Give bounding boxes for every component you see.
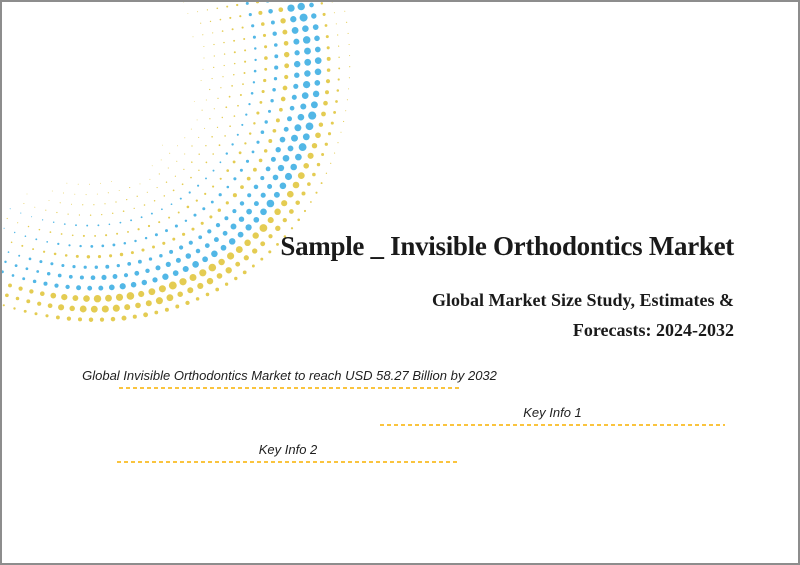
key-info-item-1: Global Invisible Orthodontics Market to … (82, 368, 497, 389)
key-info-item-3: Key Info 2 (117, 442, 459, 463)
subtitle-line-2: Forecasts: 2024-2032 (572, 320, 734, 340)
key-info-underline-2 (380, 424, 725, 426)
page-subtitle: Global Market Size Study, Estimates & Fo… (432, 285, 734, 345)
key-info-item-2: Key Info 1 (380, 405, 725, 426)
key-info-text-1: Global Invisible Orthodontics Market to … (82, 368, 497, 383)
page-title: Sample _ Invisible Orthodontics Market (280, 231, 734, 261)
key-info-underline-1 (119, 387, 460, 389)
key-info-underline-3 (117, 461, 459, 463)
key-info-text-3: Key Info 2 (258, 442, 318, 457)
subtitle-line-1: Global Market Size Study, Estimates & (432, 290, 734, 310)
halftone-swirl-icon (2, 2, 351, 322)
key-info-text-2: Key Info 1 (523, 405, 582, 420)
